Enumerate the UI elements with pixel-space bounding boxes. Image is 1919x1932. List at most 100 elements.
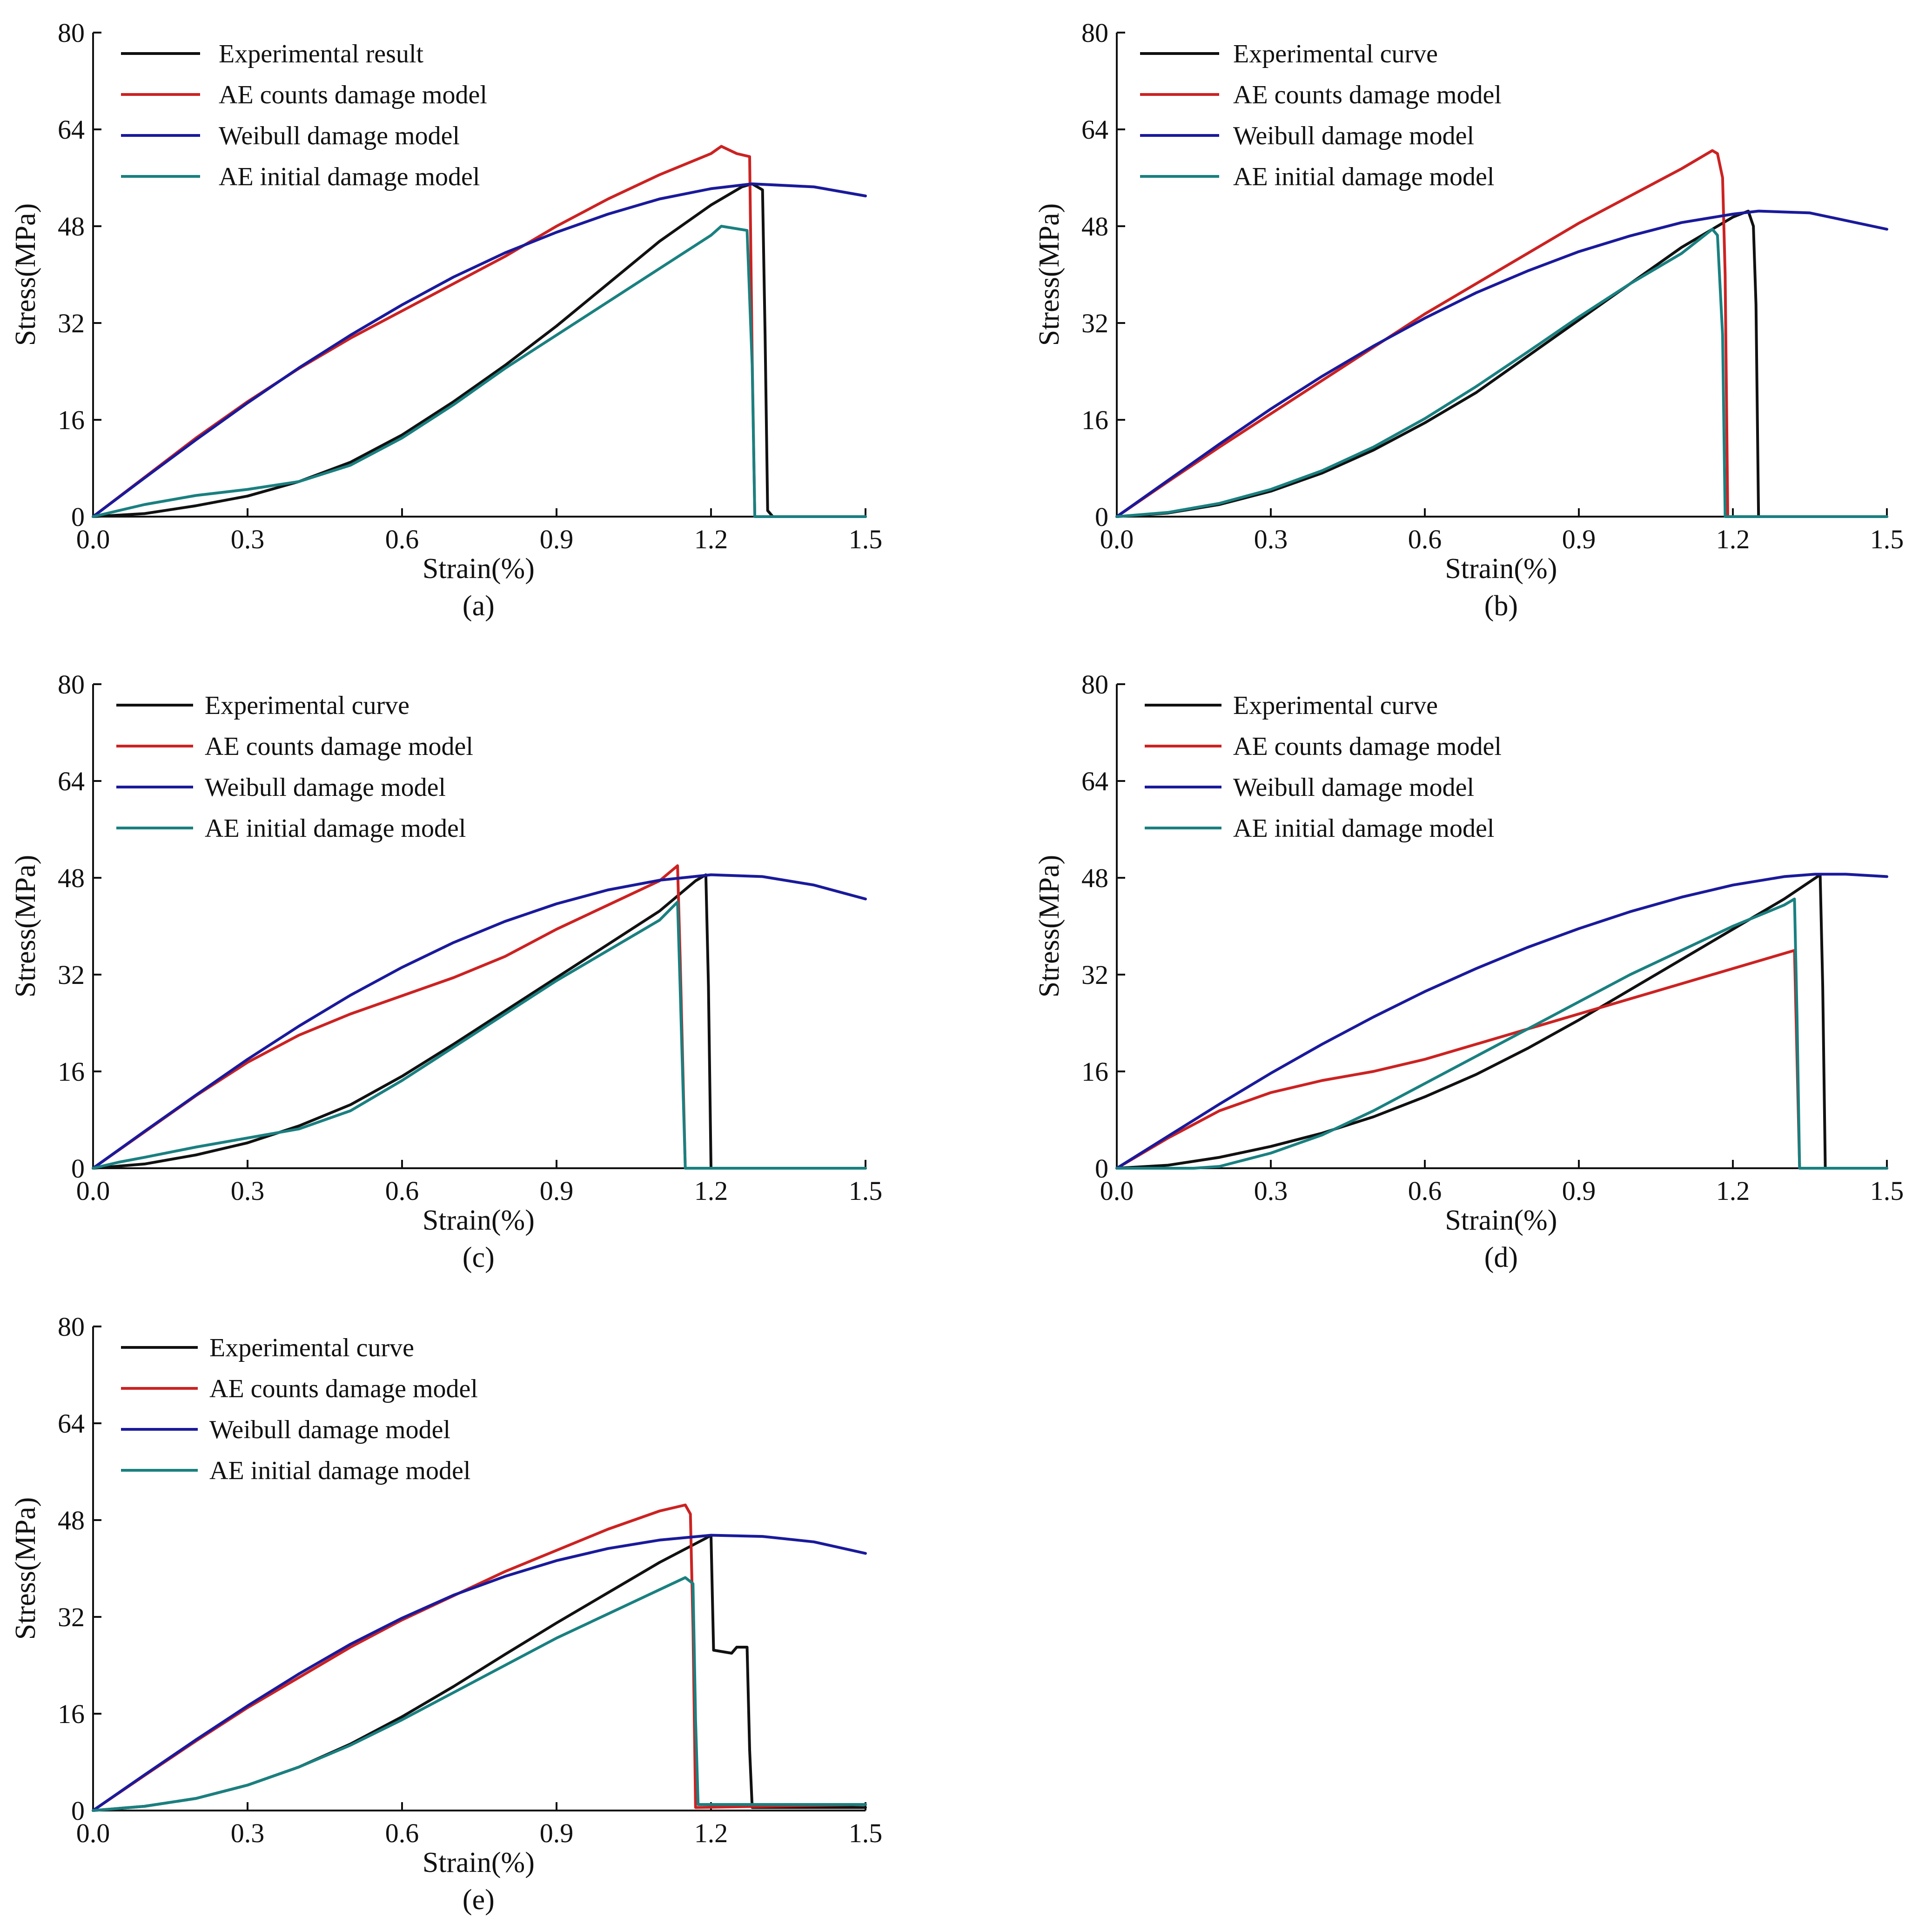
x-axis-title: Strain(%) (423, 553, 535, 585)
series-line-ae-initial (1115, 228, 1888, 518)
series-line-ae-initial (92, 901, 867, 1170)
x-tick-label: 0.3 (1254, 524, 1288, 554)
y-tick-label: 80 (1081, 18, 1108, 48)
x-axis-title: Strain(%) (1445, 1205, 1557, 1236)
x-tick-label: 0.3 (1254, 1176, 1288, 1206)
legend-label: Experimental curve (205, 691, 409, 720)
y-tick-label: 80 (1081, 669, 1108, 700)
x-tick-label: 0.9 (1562, 1176, 1596, 1206)
x-tick-label: 1.2 (694, 524, 728, 554)
y-tick-label: 80 (58, 18, 85, 48)
y-tick-label: 64 (58, 1408, 85, 1439)
y-tick-label: 0 (71, 1796, 85, 1826)
y-tick-label: 32 (58, 1602, 85, 1632)
y-tick-label: 16 (1081, 405, 1108, 435)
x-tick-label: 0.0 (76, 1176, 110, 1206)
x-tick-label: 0.9 (1562, 524, 1596, 554)
panel-caption: (a) (463, 590, 495, 622)
x-axis-title: Strain(%) (423, 1847, 535, 1878)
x-tick-label: 0.6 (385, 524, 419, 554)
series-line-weibull (92, 182, 867, 518)
legend-label: AE initial damage model (205, 814, 466, 843)
series-line-experimental (1115, 873, 1888, 1170)
y-axis-title: Stress(MPa) (1033, 855, 1065, 998)
chart-panel-a: 0 16 32 48 64 80 0.0 0.3 0.6 0.9 1.2 1.5 Strain(%) St… (10, 18, 882, 622)
x-tick-label: 0.6 (385, 1818, 419, 1848)
legend-label: AE counts damage model (205, 732, 473, 761)
x-tick-label: 0.3 (231, 524, 265, 554)
chart-panel-b: 0 16 32 48 64 80 0.0 0.3 0.6 0.9 1.2 1.5 Strain(%) St… (1033, 18, 1904, 622)
x-tick-label: 0.0 (1100, 524, 1134, 554)
x-tick-label: 1.2 (1716, 524, 1750, 554)
y-axis-title: Stress(MPa) (10, 1497, 41, 1640)
y-tick-label: 48 (58, 863, 85, 893)
y-tick-label: 48 (58, 211, 85, 242)
y-tick-label: 80 (58, 1312, 85, 1342)
x-tick-label: 1.5 (1870, 1176, 1904, 1206)
x-tick-label: 0.0 (76, 1818, 110, 1848)
chart-panel-d: 0 16 32 48 64 80 0.0 0.3 0.6 0.9 1.2 1.5 Strain(%) St… (1033, 669, 1904, 1273)
x-axis-title: Strain(%) (1445, 553, 1557, 585)
series-line-experimental (92, 873, 867, 1170)
legend-label: Experimental curve (1233, 40, 1438, 68)
y-tick-label: 0 (1095, 502, 1108, 532)
y-tick-label: 16 (58, 405, 85, 435)
x-tick-label: 0.9 (540, 1818, 574, 1848)
legend-label: Weibull damage model (1233, 121, 1474, 150)
series-line-weibull (92, 1534, 867, 1812)
x-tick-label: 0.0 (1100, 1176, 1134, 1206)
y-tick-label: 48 (58, 1505, 85, 1535)
panel-caption: (c) (463, 1242, 495, 1273)
series-line-ae-initial (1115, 897, 1888, 1170)
series-line-ae-counts (1115, 949, 1888, 1170)
y-tick-label: 48 (1081, 863, 1108, 893)
legend-label: Weibull damage model (219, 121, 460, 150)
y-tick-label: 16 (58, 1699, 85, 1729)
y-tick-label: 0 (71, 1153, 85, 1184)
x-tick-label: 1.5 (1870, 524, 1904, 554)
y-tick-label: 16 (1081, 1057, 1108, 1087)
x-tick-label: 0.6 (385, 1176, 419, 1206)
chart-panel-e: 0 16 32 48 64 80 0.0 0.3 0.6 0.9 1.2 1.5 Strain(%) St… (10, 1312, 882, 1916)
series-line-ae-counts (92, 864, 867, 1170)
x-tick-label: 1.5 (849, 524, 883, 554)
x-tick-label: 1.2 (694, 1176, 728, 1206)
panel-caption: (e) (463, 1884, 495, 1916)
legend-label: AE initial damage model (209, 1456, 470, 1485)
y-tick-label: 0 (1095, 1153, 1108, 1184)
legend-label: AE counts damage model (219, 81, 487, 109)
legend-label: AE counts damage model (209, 1374, 478, 1403)
x-tick-label: 1.2 (1716, 1176, 1750, 1206)
y-tick-label: 64 (58, 114, 85, 145)
chart-panel-c: 0 16 32 48 64 80 0.0 0.3 0.6 0.9 1.2 1.5 Strain(%) St… (10, 669, 882, 1273)
series-line-experimental (1115, 209, 1888, 518)
legend-label: Weibull damage model (209, 1415, 450, 1444)
x-tick-label: 1.5 (849, 1176, 883, 1206)
x-tick-label: 1.5 (849, 1818, 883, 1848)
series-line-weibull (1115, 873, 1888, 1170)
panel-caption: (d) (1484, 1242, 1518, 1273)
legend-label: AE initial damage model (1233, 814, 1494, 843)
y-tick-label: 80 (58, 669, 85, 700)
series-line-ae-initial (92, 225, 867, 518)
x-tick-label: 0.3 (231, 1818, 265, 1848)
series-line-experimental (92, 1534, 867, 1812)
legend-label: AE initial damage model (1233, 162, 1494, 191)
y-tick-label: 32 (1081, 960, 1108, 990)
series-line-experimental (92, 182, 867, 518)
x-tick-label: 0.9 (540, 524, 574, 554)
x-tick-label: 0.9 (540, 1176, 574, 1206)
x-tick-label: 1.2 (694, 1818, 728, 1848)
y-tick-label: 16 (58, 1057, 85, 1087)
y-axis-title: Stress(MPa) (10, 855, 41, 998)
legend-label: Experimental curve (1233, 691, 1438, 720)
legend-label: AE counts damage model (1233, 81, 1502, 109)
y-tick-label: 0 (71, 502, 85, 532)
y-tick-label: 32 (58, 308, 85, 338)
x-tick-label: 0.0 (76, 524, 110, 554)
series-line-weibull (1115, 209, 1888, 518)
y-tick-label: 48 (1081, 211, 1108, 242)
y-tick-label: 64 (1081, 114, 1108, 145)
legend-label: Weibull damage model (205, 773, 446, 802)
